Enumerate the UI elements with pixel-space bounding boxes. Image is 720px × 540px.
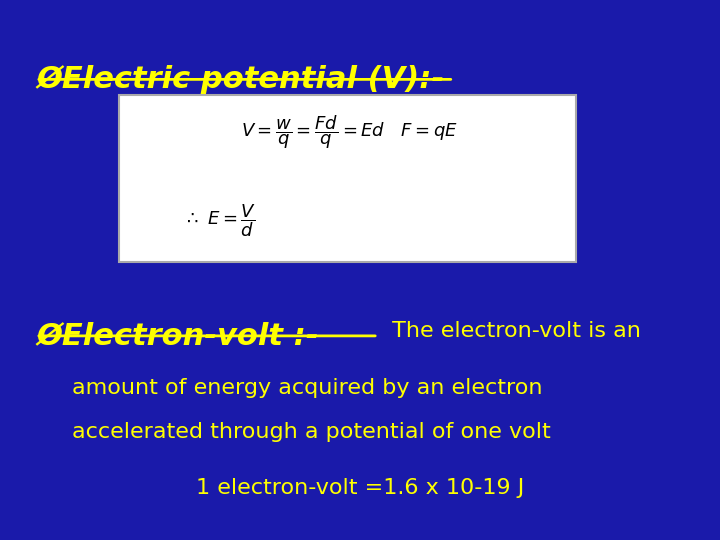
Text: $\therefore\ E = \dfrac{V}{d}$: $\therefore\ E = \dfrac{V}{d}$	[183, 202, 256, 239]
Text: The electron-volt is an: The electron-volt is an	[385, 321, 641, 341]
Text: accelerated through a potential of one volt: accelerated through a potential of one v…	[72, 422, 551, 442]
Text: ØElectric potential (V):-: ØElectric potential (V):-	[36, 65, 444, 94]
Text: amount of energy acquired by an electron: amount of energy acquired by an electron	[72, 378, 542, 398]
FancyBboxPatch shape	[119, 94, 576, 262]
Text: 1 electron-volt =1.6 x 10-19 J: 1 electron-volt =1.6 x 10-19 J	[196, 478, 524, 498]
Text: ØElectron-volt :-: ØElectron-volt :-	[36, 321, 318, 350]
Text: $V = \dfrac{w}{q} = \dfrac{Fd}{q} = Ed\quad F = qE$: $V = \dfrac{w}{q} = \dfrac{Fd}{q} = Ed\q…	[240, 113, 458, 151]
